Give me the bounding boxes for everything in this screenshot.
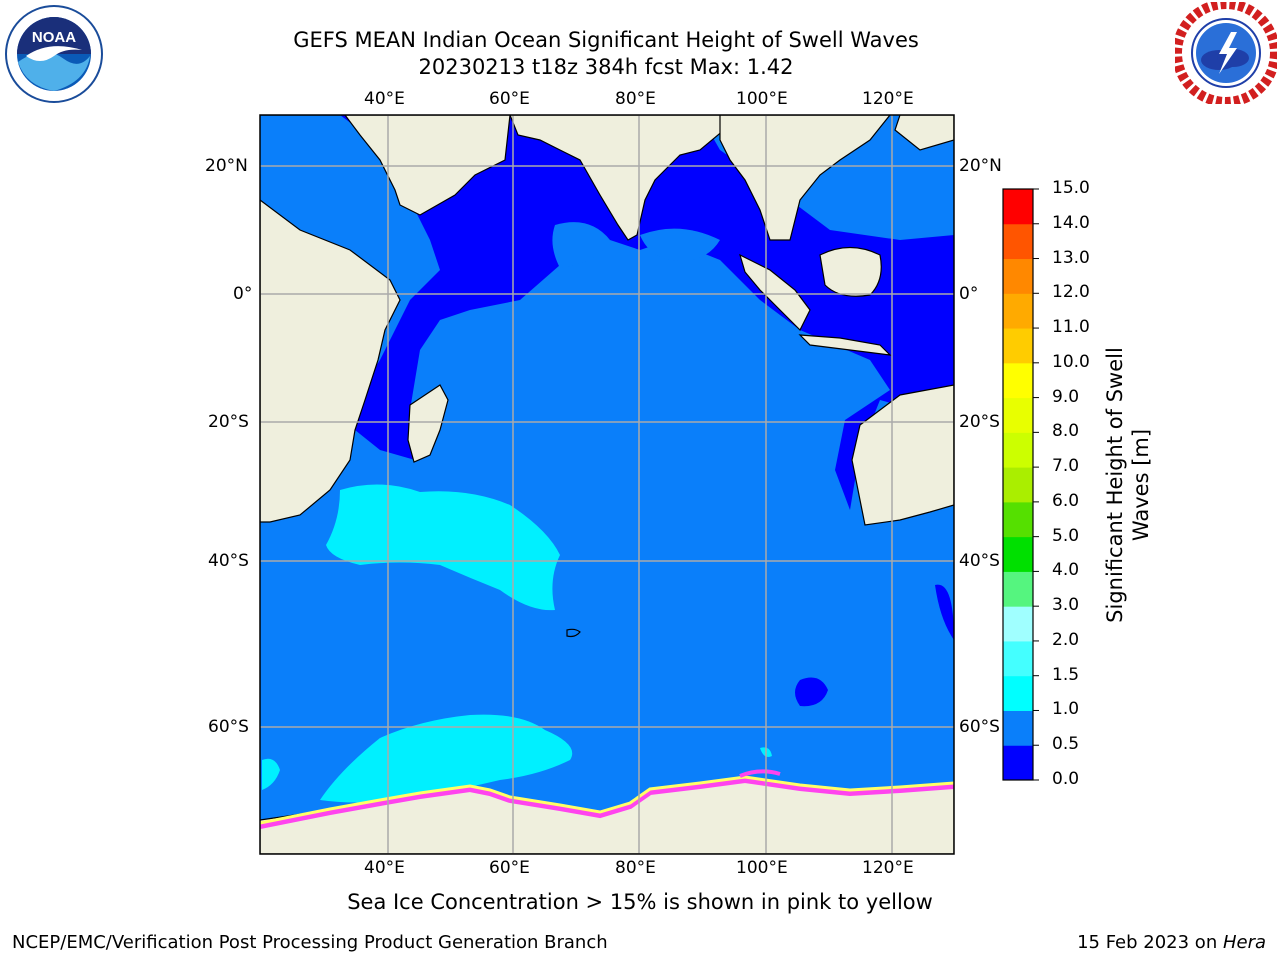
lat-label-right: 0°	[959, 284, 979, 304]
colorbar-tick-label: 12.0	[1052, 282, 1090, 303]
colorbar-tick-label: 8.0	[1052, 421, 1080, 442]
lon-label-top: 80°E	[615, 89, 656, 109]
colorbar-swatch	[1003, 571, 1033, 607]
colorbar-swatch	[1003, 223, 1033, 260]
lat-label-right: 60°S	[959, 717, 1000, 737]
colorbar-frame	[1002, 188, 1034, 781]
colorbar-swatch	[1003, 675, 1033, 711]
colorbar-tick-label: 0.0	[1052, 769, 1080, 789]
lon-label-bottom: 60°E	[489, 858, 530, 878]
lon-label-top: 100°E	[736, 89, 788, 109]
lat-label-right: 40°S	[959, 551, 1000, 571]
colorbar-swatch	[1003, 501, 1033, 538]
colorbar-swatch	[1003, 328, 1033, 364]
noaa-logo-text: NOAA	[32, 29, 76, 46]
colorbar-label: Significant Height of Swell Waves [m]	[1103, 347, 1153, 623]
lat-label-right: 20°S	[959, 412, 1000, 432]
colorbar-tick-label: 13.0	[1052, 247, 1090, 268]
land-southeast-asia	[719, 115, 891, 241]
colorbar-tick-label: 3.0	[1052, 595, 1080, 616]
lon-label-bottom: 100°E	[736, 858, 788, 878]
land-australia	[851, 384, 954, 526]
map-graticule	[260, 115, 954, 854]
map-title: GEFS MEAN Indian Ocean Significant Heigh…	[293, 28, 919, 52]
lon-label-top: 40°E	[364, 89, 405, 109]
map-subtitle: 20230213 t18z 384h fcst Max: 1.42	[418, 55, 794, 79]
lat-label-left: 20°S	[208, 412, 249, 432]
lat-label-right: 20°N	[959, 156, 1002, 176]
sea-ice-edge-pink	[260, 776, 954, 829]
colorbar-tick-label: 5.0	[1052, 525, 1080, 546]
colorbar-tick-label: 0.5	[1052, 734, 1080, 755]
lat-label-left: 40°S	[208, 551, 249, 571]
land-sumatra	[739, 253, 811, 332]
colorbar-tick-label: 7.0	[1052, 456, 1080, 477]
colorbar-tick-label: 4.0	[1052, 560, 1080, 581]
lon-label-bottom: 40°E	[364, 858, 405, 878]
colorbar-tick-label: 9.0	[1052, 386, 1080, 407]
footer-date-text: 15 Feb 2023 on	[1077, 932, 1223, 953]
colorbar-tick-label: 1.5	[1052, 664, 1080, 685]
colorbar-tick-label: 1.0	[1052, 699, 1080, 720]
colorbar-swatch	[1003, 640, 1033, 677]
lat-label-left: 0°	[233, 284, 253, 304]
land-borneo	[819, 246, 882, 297]
lat-label-left: 60°S	[208, 717, 249, 737]
ocean-swell-cyan-2	[320, 714, 573, 803]
land-india	[509, 115, 731, 241]
colorbar-swatch	[1003, 258, 1033, 294]
nws-logo	[1175, 2, 1277, 104]
ocean-swell-cyan-1	[326, 484, 560, 611]
colorbar-swatch	[1003, 362, 1033, 399]
colorbar-swatch	[1003, 606, 1033, 642]
colorbar-swatch	[1003, 467, 1033, 503]
lon-label-top: 60°E	[489, 89, 530, 109]
colorbar-tick-label: 14.0	[1052, 212, 1090, 233]
land-madagascar	[407, 384, 449, 463]
land-africa	[260, 199, 401, 523]
lon-label-bottom: 80°E	[615, 858, 656, 878]
sea-ice-edge-yellow	[260, 775, 954, 825]
ocean-low-swell-patch	[795, 677, 828, 707]
land-java	[798, 334, 892, 356]
colorbar-swatch	[1003, 293, 1033, 329]
sea-ice-note: Sea Ice Concentration > 15% is shown in …	[347, 890, 933, 914]
footer-credit: NCEP/EMC/Verification Post Processing Pr…	[12, 932, 608, 953]
colorbar-tick-label: 11.0	[1052, 317, 1090, 338]
colorbar-swatch	[1003, 397, 1033, 433]
land-arabia	[260, 115, 511, 216]
colorbar-swatch	[1003, 432, 1033, 468]
footer-date: 15 Feb 2023 on Hera	[1077, 932, 1266, 953]
colorbar-tick-label: 2.0	[1052, 629, 1080, 650]
footer-host: Hera	[1222, 932, 1266, 953]
colorbar-tick-label: 10.0	[1052, 351, 1090, 372]
lon-label-top: 120°E	[862, 89, 914, 109]
colorbar-swatch	[1003, 745, 1033, 781]
colorbar-swatch	[1003, 189, 1033, 225]
noaa-logo: NOAA	[5, 5, 103, 103]
colorbar-tick-label: 6.0	[1052, 490, 1080, 511]
map-frame	[259, 114, 955, 855]
colorbar-swatch	[1003, 536, 1033, 572]
colorbar-swatch	[1003, 710, 1033, 746]
ocean-low-swell-north	[340, 115, 954, 510]
lon-label-bottom: 120°E	[862, 858, 914, 878]
colorbar-swatches	[1003, 189, 1033, 781]
colorbar-tick-label: 15.0	[1052, 178, 1090, 198]
lat-label-left: 20°N	[205, 156, 248, 176]
